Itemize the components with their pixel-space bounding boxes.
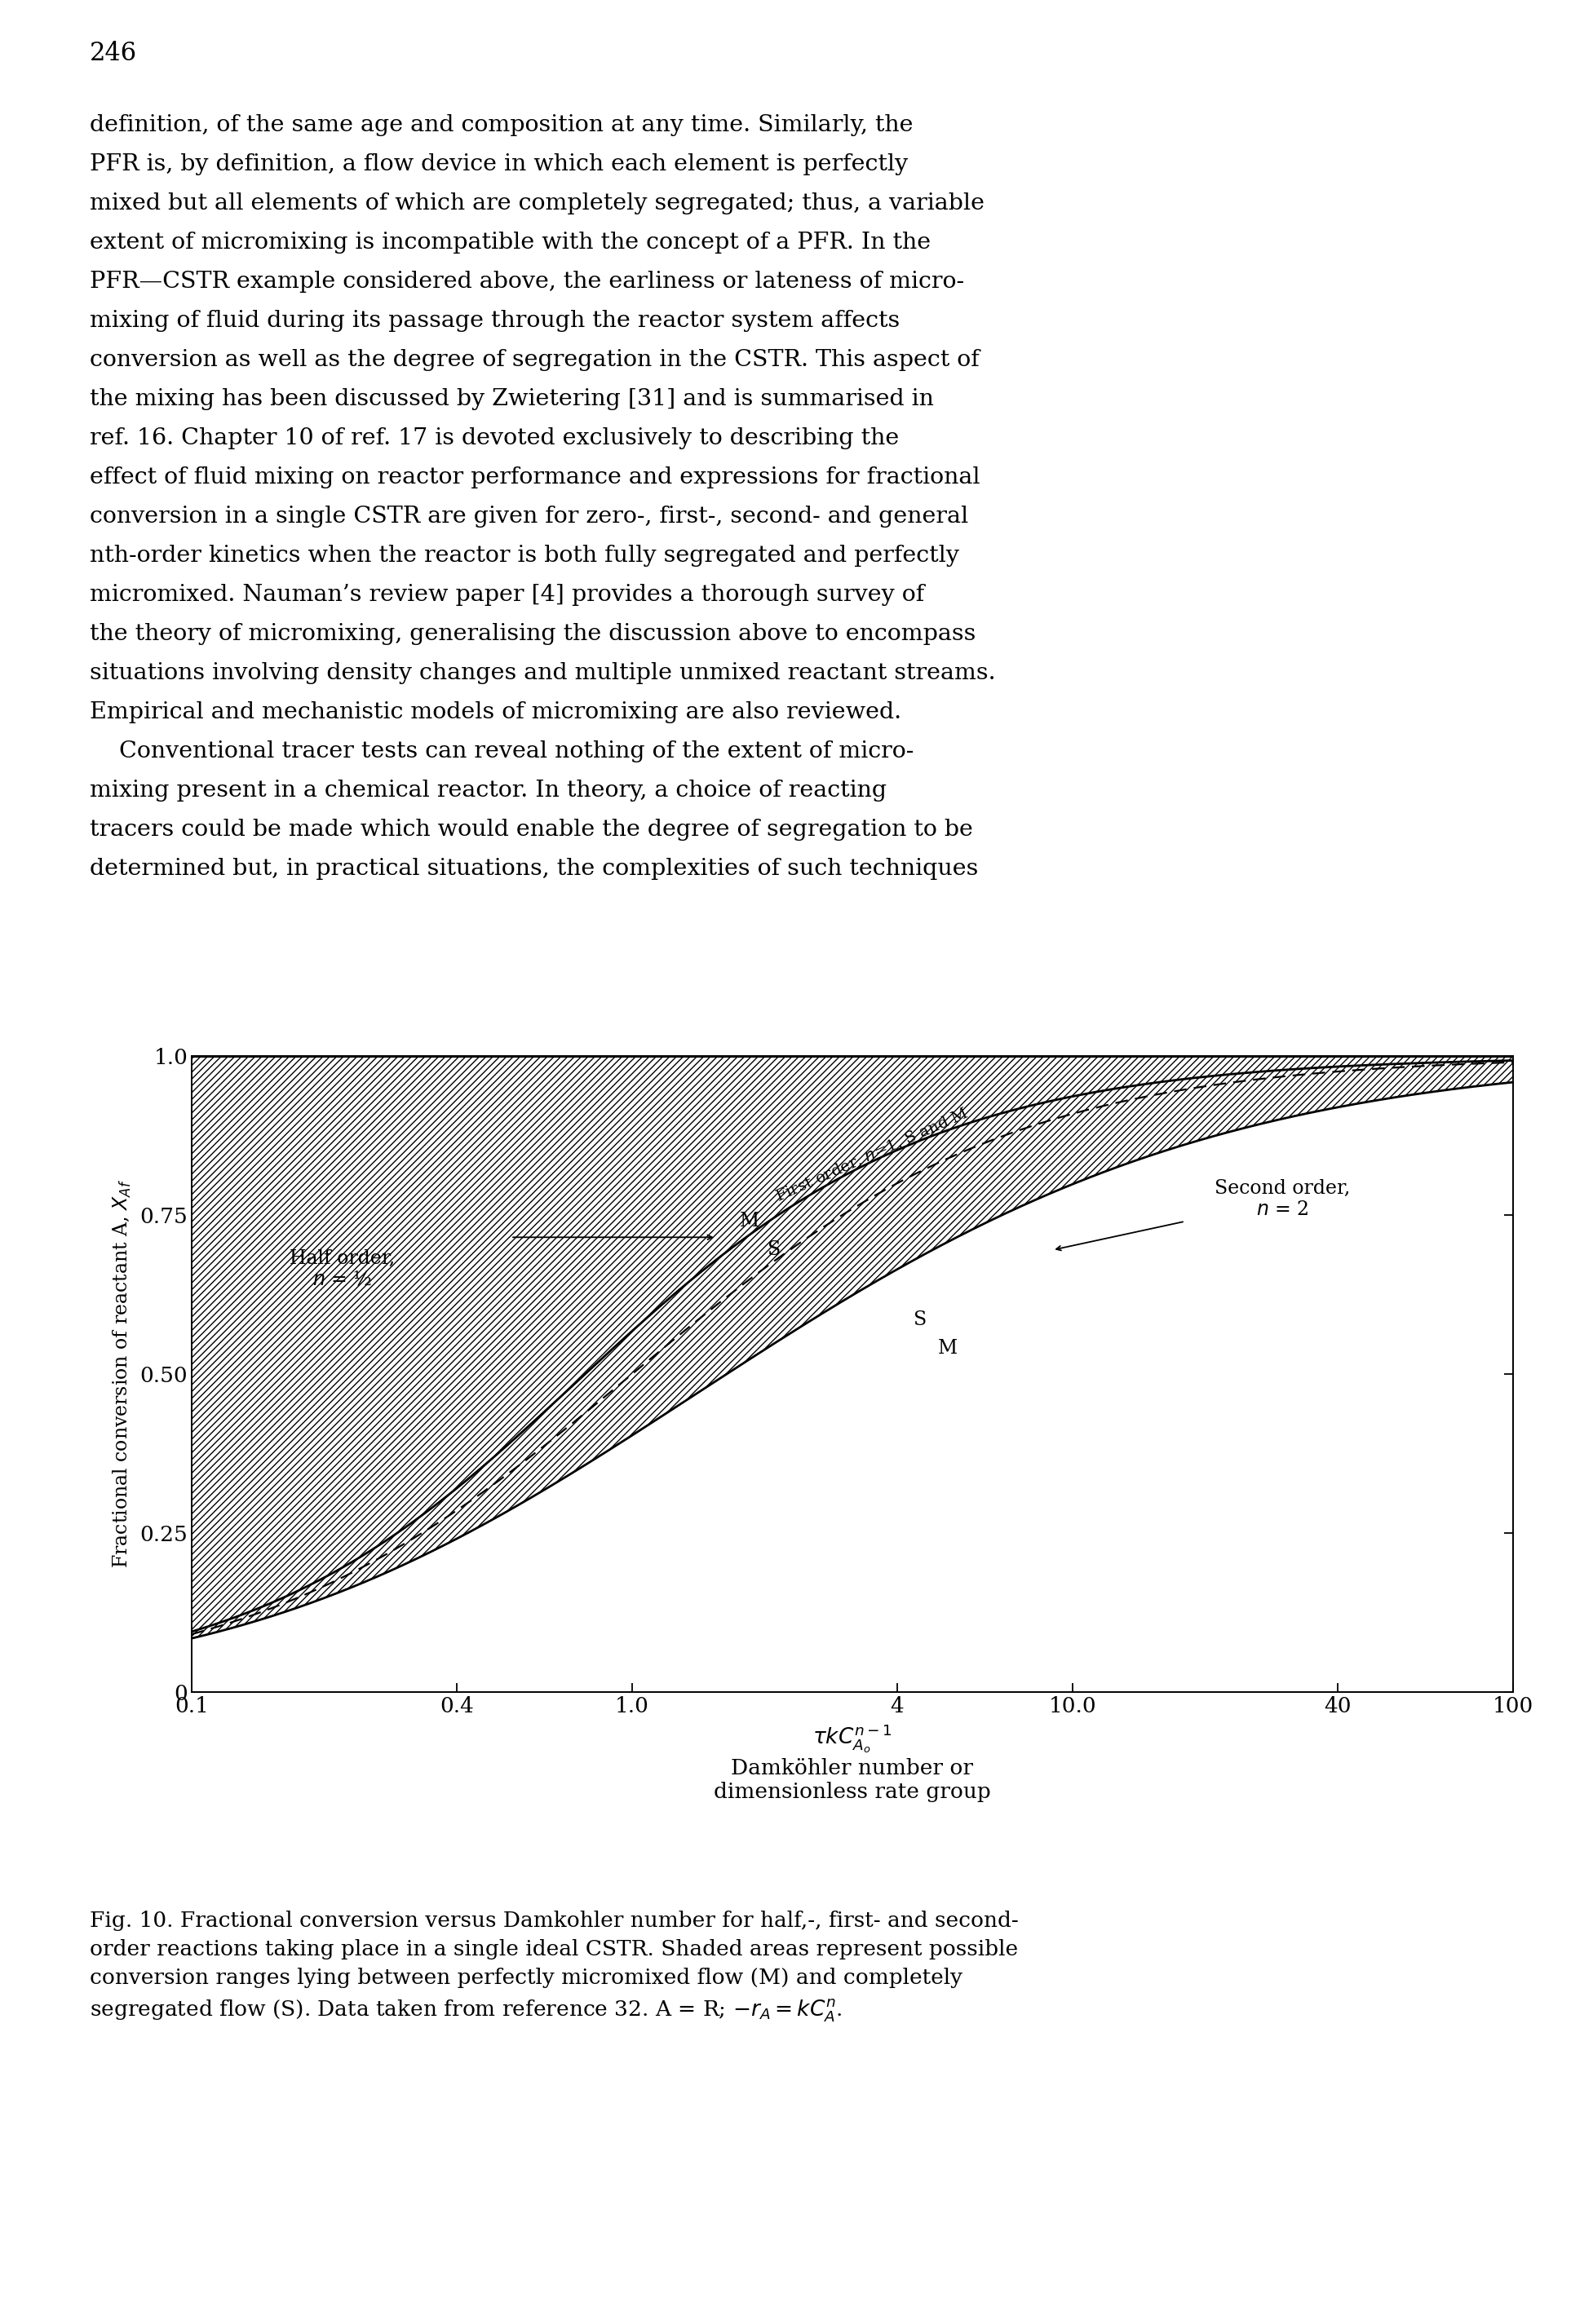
Text: definition, of the same age and composition at any time. Similarly, the: definition, of the same age and composit…	[89, 114, 913, 137]
Text: conversion in a single CSTR are given for zero-, first-, second- and general: conversion in a single CSTR are given fo…	[89, 507, 969, 528]
Text: micromixed. Nauman’s review paper [4] provides a thorough survey of: micromixed. Nauman’s review paper [4] pr…	[89, 583, 924, 607]
Text: the mixing has been discussed by Zwietering [31] and is summarised in: the mixing has been discussed by Zwieter…	[89, 388, 933, 409]
Text: Second order,
$n$ = 2: Second order, $n$ = 2	[1215, 1178, 1351, 1220]
Text: extent of micromixing is incompatible with the concept of a PFR. In the: extent of micromixing is incompatible wi…	[89, 232, 930, 253]
Text: situations involving density changes and multiple unmixed reactant streams.: situations involving density changes and…	[89, 662, 996, 683]
Text: ref. 16. Chapter 10 of ref. 17 is devoted exclusively to describing the: ref. 16. Chapter 10 of ref. 17 is devote…	[89, 428, 898, 449]
Text: Empirical and mechanistic models of micromixing are also reviewed.: Empirical and mechanistic models of micr…	[89, 702, 902, 723]
Y-axis label: Fractional conversion of reactant A, $X_{Af}$: Fractional conversion of reactant A, $X_…	[112, 1181, 132, 1569]
Text: tracers could be made which would enable the degree of segregation to be: tracers could be made which would enable…	[89, 818, 973, 841]
X-axis label: $\tau k C_{A_o}^{n-1}$
Damköhler number or
dimensionless rate group: $\tau k C_{A_o}^{n-1}$ Damköhler number …	[714, 1722, 991, 1803]
Text: M: M	[739, 1213, 760, 1232]
Text: PFR—CSTR example considered above, the earliness or lateness of micro-: PFR—CSTR example considered above, the e…	[89, 270, 964, 293]
Text: Conventional tracer tests can reveal nothing of the extent of micro-: Conventional tracer tests can reveal not…	[89, 741, 914, 762]
Text: S: S	[768, 1241, 781, 1260]
Text: determined but, in practical situations, the complexities of such techniques: determined but, in practical situations,…	[89, 858, 978, 881]
Text: M: M	[938, 1339, 957, 1357]
Text: S: S	[913, 1311, 927, 1329]
Text: mixed but all elements of which are completely segregated; thus, a variable: mixed but all elements of which are comp…	[89, 193, 984, 214]
Text: the theory of micromixing, generalising the discussion above to encompass: the theory of micromixing, generalising …	[89, 623, 977, 646]
Text: mixing present in a chemical reactor. In theory, a choice of reacting: mixing present in a chemical reactor. In…	[89, 779, 887, 802]
Text: mixing of fluid during its passage through the reactor system affects: mixing of fluid during its passage throu…	[89, 309, 900, 332]
Text: First order, $n$=1, S and M: First order, $n$=1, S and M	[773, 1106, 970, 1206]
Text: nth-order kinetics when the reactor is both fully segregated and perfectly: nth-order kinetics when the reactor is b…	[89, 544, 959, 567]
Text: Half order,
$n$ = ½: Half order, $n$ = ½	[290, 1248, 395, 1290]
Text: Fig. 10. Fractional conversion versus Damkohler number for half,-, first- and se: Fig. 10. Fractional conversion versus Da…	[89, 1910, 1018, 2024]
Text: PFR is, by definition, a flow device in which each element is perfectly: PFR is, by definition, a flow device in …	[89, 153, 908, 174]
Text: effect of fluid mixing on reactor performance and expressions for fractional: effect of fluid mixing on reactor perfor…	[89, 467, 980, 488]
Text: conversion as well as the degree of segregation in the CSTR. This aspect of: conversion as well as the degree of segr…	[89, 349, 980, 372]
Text: 246: 246	[89, 42, 137, 65]
